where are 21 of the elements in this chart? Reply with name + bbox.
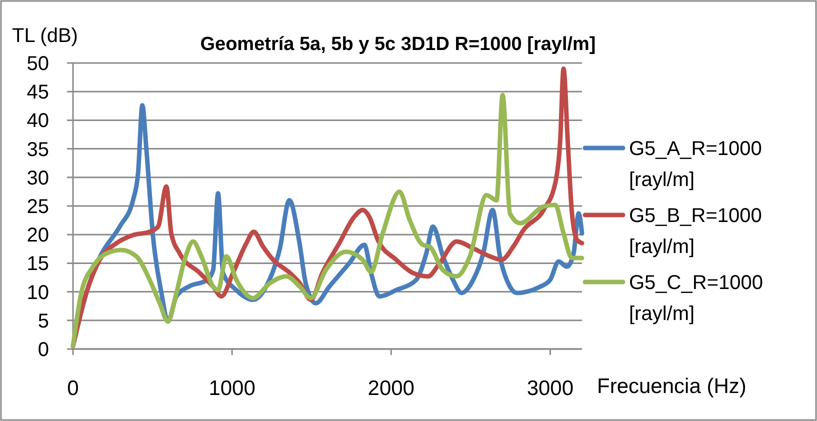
- y-tick-label: 30: [26, 167, 49, 190]
- legend-label: G5_A_R=1000 [rayl/m]: [629, 138, 762, 191]
- y-tick-label: 5: [38, 310, 49, 332]
- x-axis-title: Frecuencia (Hz): [597, 375, 746, 398]
- legend-label: G5_C_R=1000 [rayl/m]: [629, 272, 763, 325]
- chart-title: Geometría 5a, 5b y 5c 3D1D R=1000 [rayl/m]: [200, 34, 596, 55]
- y-tick-label: 35: [26, 138, 49, 161]
- x-tick-label: 3000: [526, 377, 574, 400]
- x-tick-label: 2000: [368, 377, 414, 400]
- x-tick-label: 0: [67, 377, 79, 400]
- x-tick-label: 1000: [208, 377, 256, 400]
- y-tick-label: 25: [26, 196, 49, 218]
- legend-label: G5_B_R=1000 [rayl/m]: [629, 205, 762, 258]
- y-tick-label: 10: [26, 282, 49, 304]
- y-tick-label: 0: [38, 339, 49, 361]
- y-tick-label: 40: [26, 110, 49, 132]
- y-tick-label: 20: [26, 224, 49, 247]
- y-tick-label: 50: [26, 53, 49, 75]
- y-tick-label: 15: [26, 253, 49, 276]
- y-tick-label: 45: [26, 82, 49, 104]
- y-axis-title: TL (dB): [12, 25, 78, 47]
